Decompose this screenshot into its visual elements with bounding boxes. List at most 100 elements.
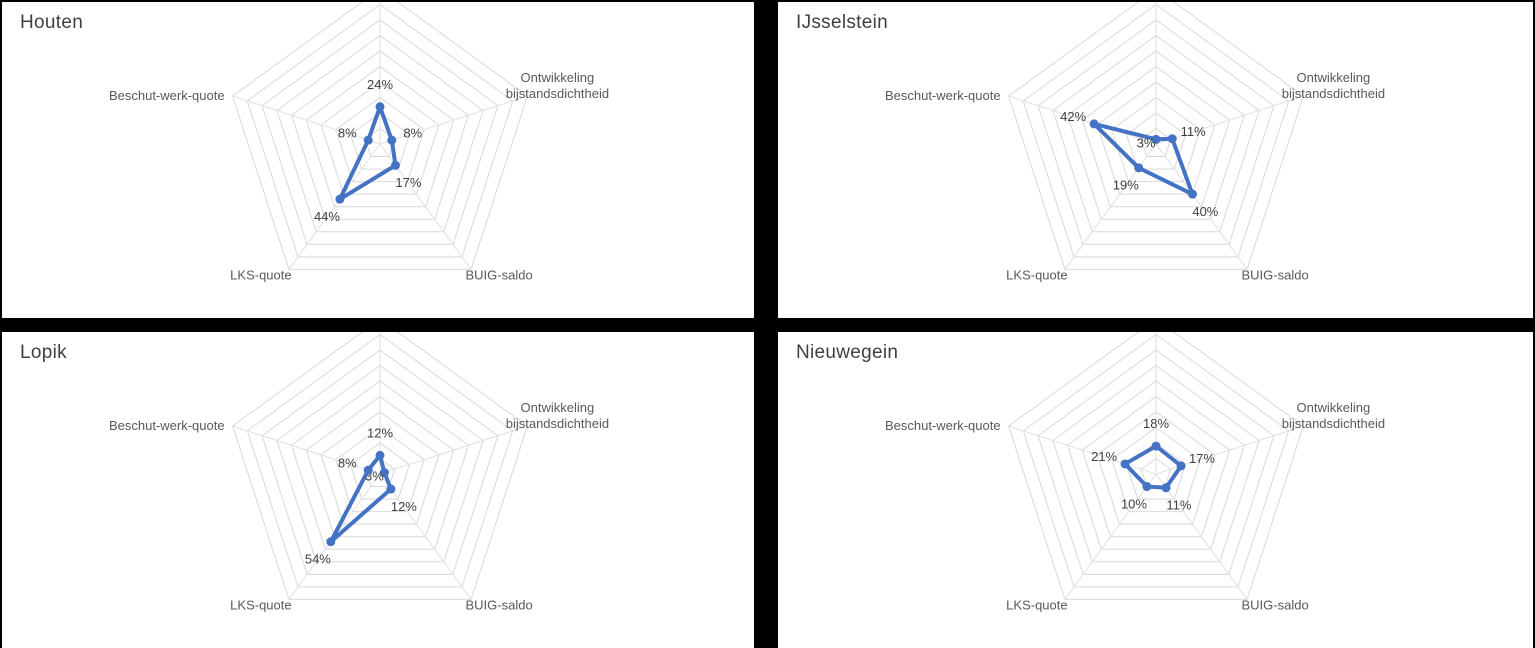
grid-ring [290, 380, 470, 550]
data-label: 40% [1192, 204, 1218, 219]
grid-ring [1066, 50, 1246, 220]
data-label: 18% [1143, 416, 1169, 431]
grid-ring [246, 333, 514, 588]
data-point [335, 194, 345, 204]
axis-label: Beschut-werk-quote [885, 88, 1001, 103]
axis-label: BUIG-saldo [1242, 597, 1309, 612]
grid-ring [1096, 411, 1216, 525]
data-label: 11% [1181, 124, 1206, 139]
grid-ring [1007, 2, 1305, 270]
data-label: 17% [395, 175, 421, 190]
axis-label: BUIG-saldo [466, 267, 533, 282]
data-point [1134, 163, 1144, 173]
data-point [387, 135, 397, 145]
data-point [1151, 441, 1161, 451]
data-point [390, 160, 400, 170]
radar-chart-houten: BijstandsdichtheidOntwikkelingbijstandsd… [109, 2, 609, 282]
spoke-line [288, 143, 381, 270]
radar-grid [231, 332, 529, 600]
data-point [1187, 189, 1197, 199]
grid-ring [1052, 34, 1260, 233]
grid-ring [1111, 96, 1201, 183]
data-point [1161, 483, 1171, 493]
data-label: 17% [1189, 451, 1215, 466]
axis-label: BUIG-saldo [466, 597, 533, 612]
axis-label: Beschut-werk-quote [885, 418, 1001, 433]
grid-ring [231, 2, 529, 270]
data-point [375, 102, 385, 112]
axis-label: LKS-quote [1006, 267, 1067, 282]
axis-label: LKS-quote [230, 267, 291, 282]
grid-ring [1096, 81, 1216, 195]
grid-ring [1022, 3, 1290, 258]
grid-ring [261, 349, 499, 575]
data-label: 54% [305, 552, 331, 567]
radar-chart-lopik: BijstandsdichtheidOntwikkelingbijstandsd… [109, 332, 609, 612]
data-label: 8% [338, 125, 357, 140]
panel-title: IJsselstein [796, 12, 889, 33]
grid-ring [1111, 426, 1201, 513]
grid-ring [1007, 332, 1305, 600]
spoke-line [379, 95, 528, 145]
spoke-line [232, 425, 381, 475]
grid-ring [349, 112, 411, 170]
grid-ring [1037, 349, 1275, 575]
data-point [363, 465, 373, 475]
grid-ring [1081, 395, 1231, 538]
spoke-line [1155, 473, 1248, 600]
spoke-line [1155, 143, 1248, 270]
grid-ring [1125, 112, 1187, 170]
data-label: 8% [403, 125, 422, 140]
grid-ring [231, 332, 529, 600]
panel-title: Nieuwegein [796, 342, 899, 363]
data-label: 8% [338, 455, 357, 470]
radar-panel-nieuwegein: Nieuwegein BijstandsdichtheidOntwikkelin… [778, 332, 1533, 648]
grid-ring [276, 364, 484, 563]
grid-ring [1052, 364, 1260, 563]
data-point [1176, 461, 1186, 471]
axis-label: LKS-quote [1006, 597, 1067, 612]
data-point [1142, 482, 1152, 492]
data-point [1089, 119, 1099, 129]
grid-ring [276, 34, 484, 233]
radar-panel-houten: Houten BijstandsdichtheidOntwikkelingbij… [2, 2, 754, 318]
data-point [379, 468, 389, 478]
grid-ring [1081, 65, 1231, 208]
spoke-line [1008, 425, 1157, 475]
data-point [1151, 134, 1161, 144]
grid-ring [1022, 333, 1290, 588]
axis-label: Beschut-werk-quote [109, 88, 225, 103]
series-line [1123, 444, 1184, 490]
data-label: 21% [1091, 449, 1117, 464]
grid-ring [305, 395, 455, 538]
radar-panel-lopik: Lopik BijstandsdichtheidOntwikkelingbijs… [2, 332, 754, 648]
spoke-line [379, 473, 472, 600]
radar-grid [231, 2, 529, 270]
axis-label: Ontwikkeling bijstandsdichtheid [1282, 70, 1385, 101]
grid-ring [246, 3, 514, 258]
axis-label: BUIG-saldo [1242, 267, 1309, 282]
data-label: 44% [314, 209, 340, 224]
data-label: 3% [1137, 135, 1156, 150]
grid-ring [1037, 19, 1275, 245]
data-label: 12% [391, 499, 417, 514]
axis-label: Beschut-werk-quote [109, 418, 225, 433]
radar-grid [1007, 332, 1305, 600]
data-point [386, 484, 396, 494]
grid-ring [320, 411, 440, 525]
grid-ring [335, 426, 425, 513]
spoke-line [232, 95, 381, 145]
data-point [1167, 134, 1177, 144]
series-line [337, 104, 398, 202]
data-point [326, 537, 336, 547]
data-label: 42% [1060, 109, 1086, 124]
spoke-line [1155, 95, 1304, 145]
data-point [363, 135, 373, 145]
radar-chart-nieuwegein: BijstandsdichtheidOntwikkelingbijstandsd… [885, 332, 1385, 612]
grid-ring [320, 81, 440, 195]
panel-title: Houten [20, 12, 84, 33]
grid-ring [261, 19, 499, 245]
grid-ring [290, 50, 470, 220]
spoke-line [379, 425, 528, 475]
